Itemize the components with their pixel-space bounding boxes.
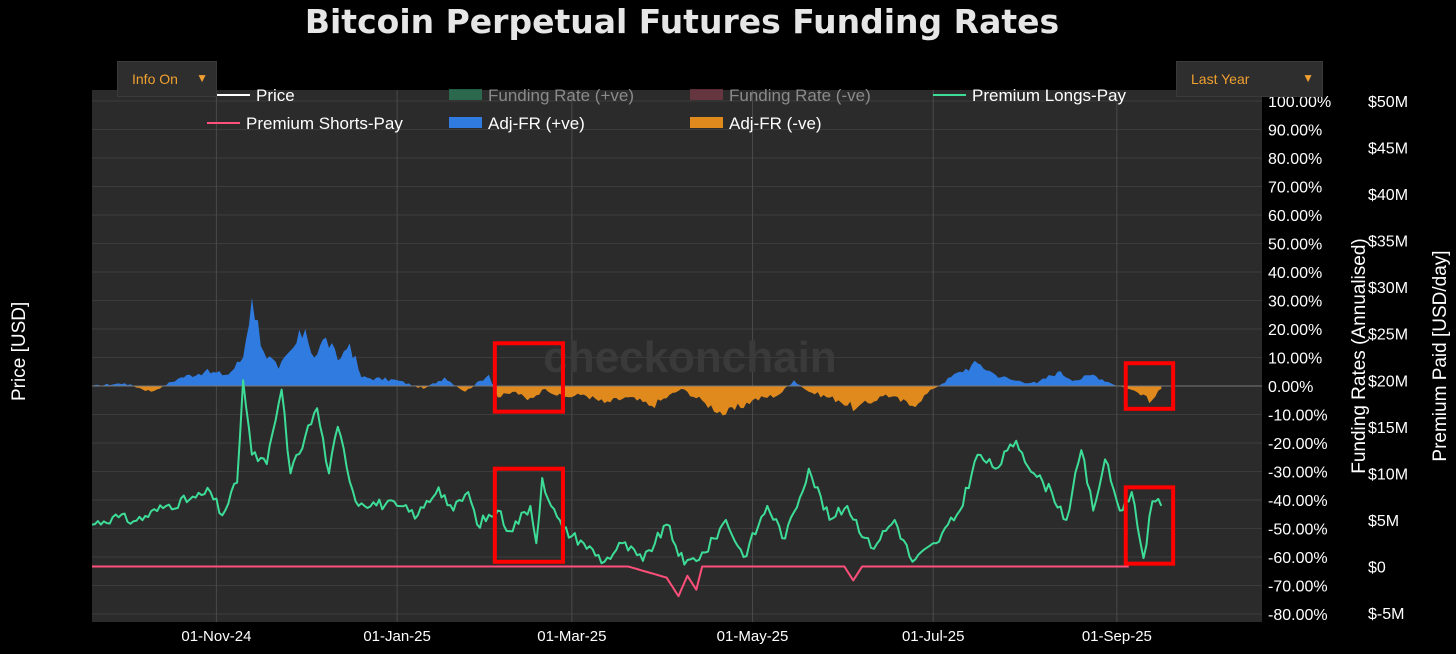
legend-item: Premium Shorts-Pay	[207, 114, 403, 133]
legend-item: Funding Rate (-ve)	[690, 86, 871, 105]
grid	[92, 90, 1262, 622]
funding-tick-label: 0.00%	[1268, 379, 1313, 396]
premium-tick-label: $25M	[1368, 327, 1408, 344]
funding-tick-label: 20.00%	[1268, 322, 1322, 339]
premium-tick-label: $35M	[1368, 234, 1408, 251]
range-select-dropdown[interactable]: Last Year ▼	[1176, 61, 1323, 97]
time-tick-label: 01-Jul-25	[902, 628, 965, 645]
legend-swatch	[690, 89, 723, 100]
legend-swatch	[449, 89, 482, 100]
info-toggle-label: Info On	[132, 71, 178, 87]
funding-tick-label: 60.00%	[1268, 208, 1322, 225]
premium-axis: $50M $45M $40M $35M $30M $25M $20M $15M $10M $5M $…	[1368, 94, 1408, 623]
premium-shorts-line	[92, 565, 1129, 598]
premium-tick-label: $40M	[1368, 187, 1408, 204]
highlight-box	[1123, 361, 1176, 411]
legend-swatch	[449, 117, 482, 128]
legend: Price Funding Rate (+ve) Funding Rate (-ve…	[207, 86, 1127, 133]
funding-tick-label: -10.00%	[1268, 408, 1328, 425]
legend-label: Premium Longs-Pay	[972, 86, 1127, 105]
time-tick-label: 01-May-25	[717, 628, 789, 645]
premium-tick-label: $10M	[1368, 466, 1408, 483]
caret-down-icon: ▼	[196, 71, 208, 85]
adj-fr-neg-area	[92, 386, 1162, 416]
funding-tick-label: 10.00%	[1268, 351, 1322, 368]
funding-tick-label: -20.00%	[1268, 436, 1328, 453]
premium-longs-line	[91, 379, 1163, 566]
time-tick-label: 01-Mar-25	[537, 628, 606, 645]
premium-tick-label: $5M	[1368, 513, 1399, 530]
premium-axis-title: Premium Paid [USD/day]	[1430, 250, 1451, 462]
funding-tick-label: 40.00%	[1268, 265, 1322, 282]
funding-tick-label: -30.00%	[1268, 465, 1328, 482]
funding-tick-label: 30.00%	[1268, 294, 1322, 311]
time-tick-label: 01-Nov-24	[181, 628, 251, 645]
highlight-box	[1123, 485, 1176, 566]
legend-label: Funding Rate (+ve)	[488, 86, 634, 105]
funding-axis-title: Funding Rates (Annualised)	[1349, 238, 1370, 474]
premium-tick-label: $30M	[1368, 280, 1408, 297]
legend-item: Funding Rate (+ve)	[449, 86, 634, 105]
funding-tick-label: 50.00%	[1268, 237, 1322, 254]
info-toggle-dropdown[interactable]: Info On ▼	[117, 61, 217, 97]
funding-tick-label: 80.00%	[1268, 151, 1322, 168]
adj-fr-areas	[92, 297, 1262, 416]
premium-tick-label: $50M	[1368, 94, 1408, 111]
funding-tick-label: 90.00%	[1268, 123, 1322, 140]
premium-tick-label: $20M	[1368, 373, 1408, 390]
premium-tick-label: $-5M	[1368, 606, 1404, 623]
funding-tick-label: -40.00%	[1268, 493, 1328, 510]
funding-tick-label: 100.00%	[1268, 94, 1331, 111]
legend-swatch	[690, 117, 723, 128]
legend-label: Adj-FR (+ve)	[488, 114, 585, 133]
series-lines	[91, 379, 1163, 598]
funding-tick-label: -60.00%	[1268, 550, 1328, 567]
chart-title: Bitcoin Perpetual Futures Funding Rates	[304, 2, 1060, 41]
premium-tick-label: $15M	[1368, 420, 1408, 437]
funding-tick-label: -50.00%	[1268, 522, 1328, 539]
time-axis: 01-Nov-24 01-Jan-25 01-Mar-25 01-May-25 01-J…	[181, 628, 1152, 645]
highlight-box	[492, 341, 565, 414]
premium-tick-label: $0	[1368, 559, 1386, 576]
watermark: checkonchain	[543, 333, 836, 382]
highlight-box	[492, 466, 565, 564]
legend-item: Adj-FR (-ve)	[690, 114, 822, 133]
legend-label: Funding Rate (-ve)	[729, 86, 871, 105]
premium-tick-label: $45M	[1368, 141, 1408, 158]
funding-tick-label: -70.00%	[1268, 579, 1328, 596]
legend-label: Premium Shorts-Pay	[246, 114, 403, 133]
funding-tick-label: 70.00%	[1268, 180, 1322, 197]
legend-label: Adj-FR (-ve)	[729, 114, 822, 133]
funding-tick-label: -80.00%	[1268, 607, 1328, 624]
range-select-label: Last Year	[1191, 71, 1250, 87]
adj-fr-pos-area	[92, 297, 1162, 386]
caret-down-icon: ▼	[1302, 71, 1314, 85]
time-tick-label: 01-Sep-25	[1082, 628, 1152, 645]
legend-item: Adj-FR (+ve)	[449, 114, 585, 133]
funding-axis: 100.00% 90.00% 80.00% 70.00% 60.00% 50.00% 40.…	[1268, 94, 1331, 624]
legend-item: Premium Longs-Pay	[933, 86, 1127, 105]
legend-label: Price	[256, 86, 295, 105]
highlight-boxes	[492, 341, 1176, 566]
time-tick-label: 01-Jan-25	[363, 628, 431, 645]
legend-item: Price	[217, 86, 295, 105]
price-axis-title: Price [USD]	[9, 301, 30, 401]
